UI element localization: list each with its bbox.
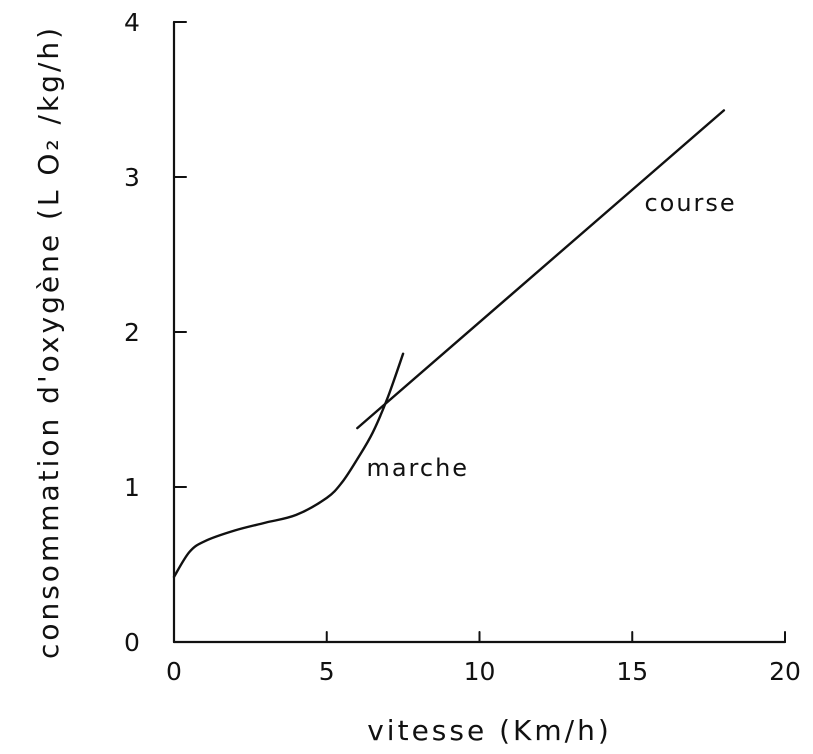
series-label-course: course: [644, 189, 736, 217]
series-line-course: [356, 109, 726, 430]
y-tick-label: 0: [124, 628, 140, 657]
x-axis-label: vitesse (Km/h): [367, 714, 612, 747]
x-tick-label: 20: [769, 657, 801, 686]
x-tick-label: 5: [319, 657, 335, 686]
y-tick-label: 2: [124, 318, 140, 347]
series-group: [172, 109, 726, 579]
x-tick-label: 15: [616, 657, 648, 686]
y-tick-label: 4: [124, 8, 140, 37]
axes: [172, 20, 787, 644]
y-axis-label: consommation d'oxygène (L O₂ /kg/h): [32, 25, 65, 659]
x-tick-label: 10: [464, 657, 496, 686]
series-label-marche: marche: [366, 454, 469, 482]
y-tick-label: 3: [124, 163, 140, 192]
labels-group: marche course vitesse (Km/h) consommation d…: [32, 25, 736, 747]
series-line-marche: [172, 352, 405, 579]
y-tick-label: 1: [124, 473, 140, 502]
x-tick-label: 0: [166, 657, 182, 686]
ticks: 0 5 10 15 20 0 1 2 3 4: [124, 8, 801, 686]
